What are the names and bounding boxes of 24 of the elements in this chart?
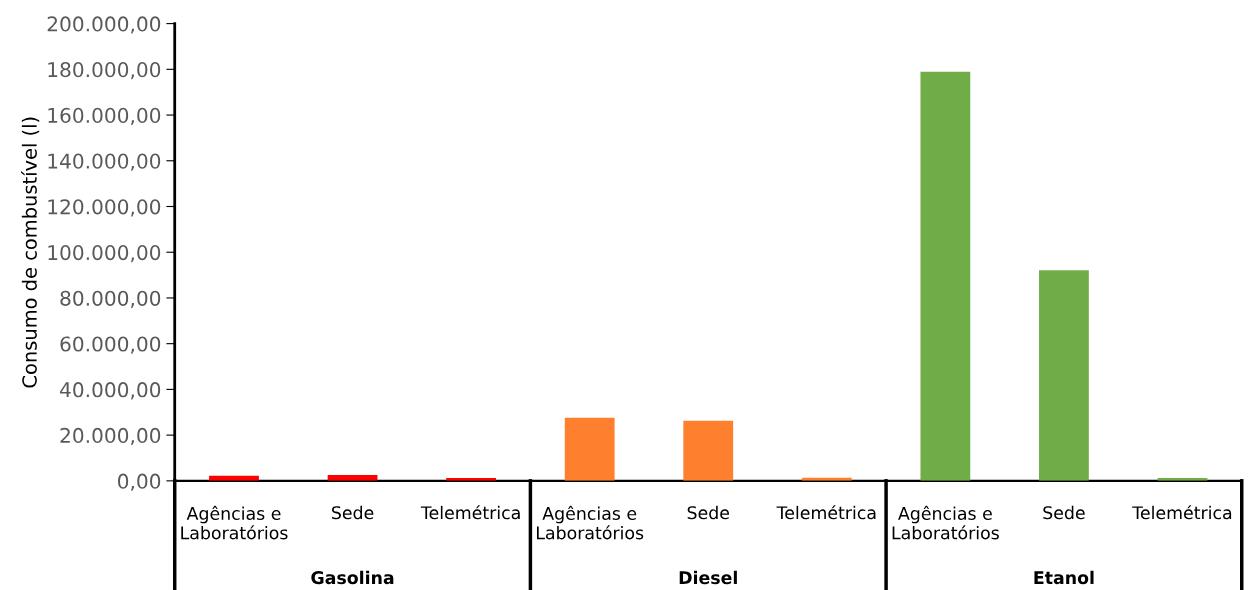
- x-tick-label: Telemétrica: [776, 505, 876, 520]
- x-tick-label: Sede: [332, 505, 374, 520]
- x-tick-label: Agências e Laboratórios: [181, 505, 288, 540]
- y-tick-label: 20.000,00: [60, 427, 161, 446]
- y-tick-label: 140.000,00: [48, 153, 161, 171]
- text: Etanol: [1034, 570, 1094, 585]
- x-tick-label: Telemétrica: [420, 505, 520, 520]
- text: Diesel: [679, 570, 737, 585]
- y-tick-label: 180.000,00: [48, 62, 161, 80]
- y-tick-label: 200.000,00: [47, 16, 161, 34]
- y-tick-label: 160.000,00: [48, 107, 161, 126]
- y-tick-label: 0,00: [118, 473, 161, 491]
- y-axis-title: Consumo de combustível (l): [21, 117, 40, 388]
- y-tick-label: 100.000,00: [48, 244, 161, 263]
- text: Gasolina: [311, 570, 394, 585]
- x-tick-label: Agências e Laboratórios: [892, 505, 999, 540]
- y-tick-label: 120.000,00: [48, 199, 161, 217]
- y-tick-label: 60.000,00: [60, 336, 161, 354]
- x-tick-label: Agências e Laboratórios: [536, 505, 644, 540]
- x-tick-label: Telemétrica: [1132, 505, 1232, 520]
- x-tick-label: Sede: [1043, 505, 1085, 520]
- y-tick-label: 40.000,00: [60, 382, 161, 400]
- y-tick-label: 80.000,00: [60, 290, 161, 308]
- x-tick-label: Sede: [687, 505, 730, 520]
